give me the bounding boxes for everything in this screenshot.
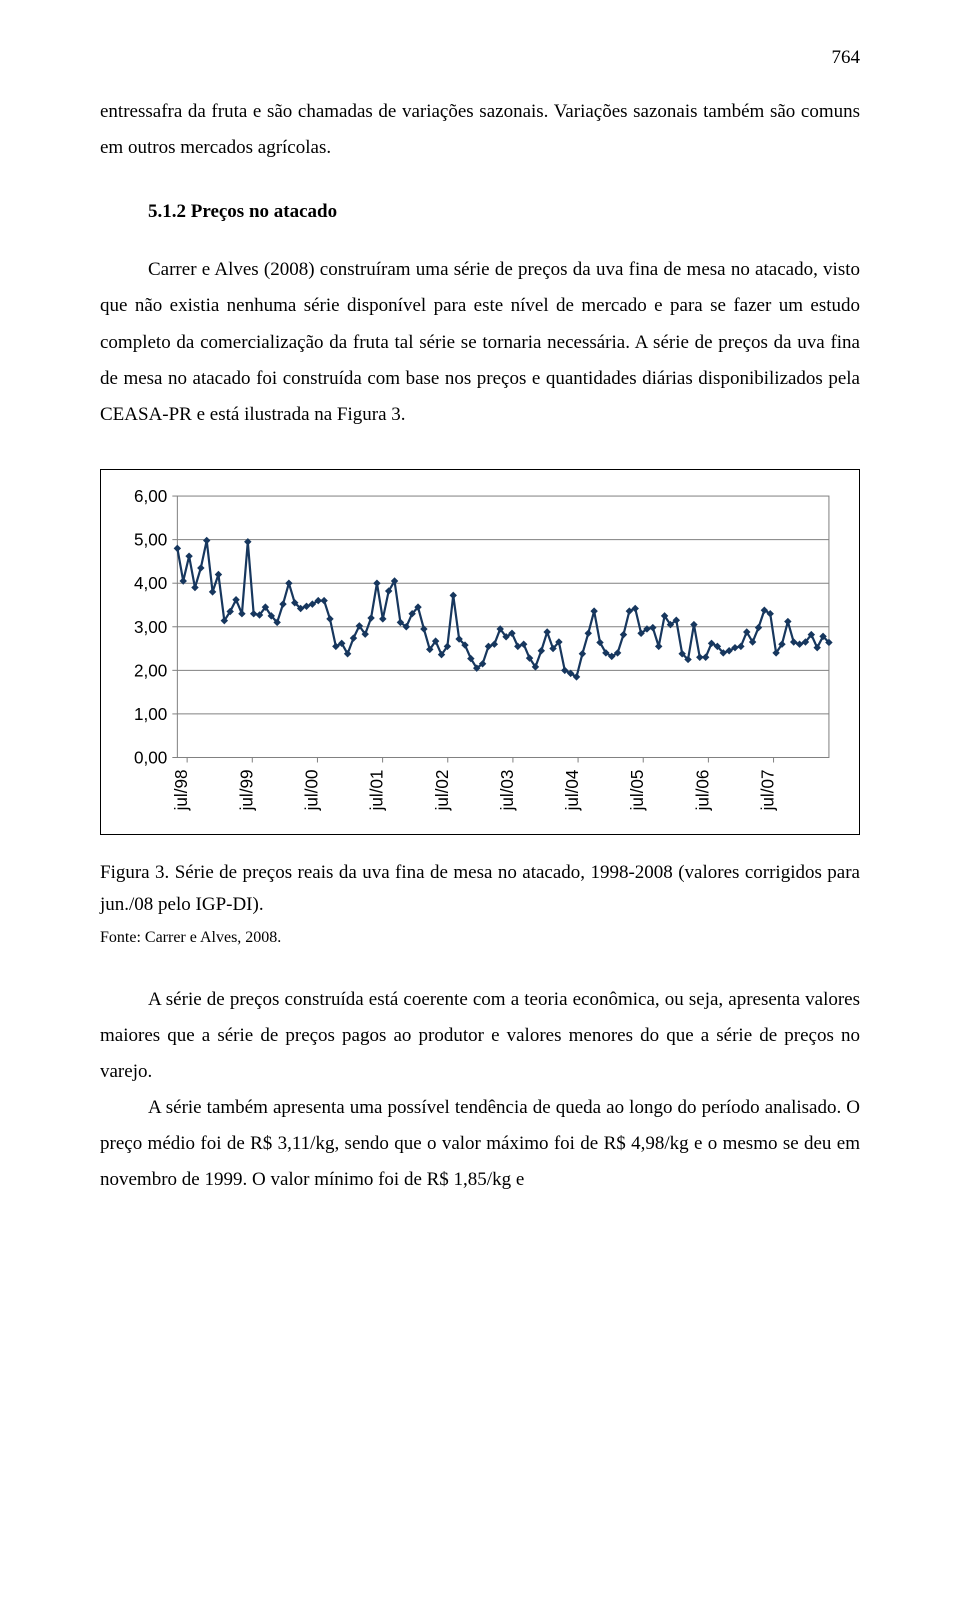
svg-text:5,00: 5,00	[134, 531, 167, 550]
svg-text:jul/02: jul/02	[433, 769, 452, 811]
svg-text:3,00: 3,00	[134, 618, 167, 637]
svg-text:jul/06: jul/06	[693, 769, 712, 811]
paragraph-2: Carrer e Alves (2008) construíram uma sé…	[100, 252, 860, 432]
svg-text:2,00: 2,00	[134, 661, 167, 680]
svg-text:jul/01: jul/01	[368, 769, 387, 811]
svg-text:6,00: 6,00	[134, 487, 167, 506]
svg-text:1,00: 1,00	[134, 705, 167, 724]
svg-text:jul/05: jul/05	[628, 769, 647, 811]
figure-caption: Figura 3. Série de preços reais da uva f…	[100, 857, 860, 922]
section-heading: 5.1.2 Preços no atacado	[100, 194, 860, 230]
paragraph-1: entressafra da fruta e são chamadas de v…	[100, 94, 860, 166]
paragraph-4: A série também apresenta uma possível te…	[100, 1090, 860, 1198]
figure-source: Fonte: Carrer e Alves, 2008.	[100, 923, 860, 953]
svg-text:jul/04: jul/04	[563, 769, 582, 811]
svg-text:jul/03: jul/03	[498, 769, 517, 811]
svg-text:0,00: 0,00	[134, 748, 167, 767]
svg-text:jul/00: jul/00	[302, 769, 321, 811]
paragraph-3: A série de preços construída está coeren…	[100, 982, 860, 1090]
page-number: 764	[100, 40, 860, 76]
svg-text:4,00: 4,00	[134, 574, 167, 593]
svg-text:jul/98: jul/98	[172, 769, 191, 811]
svg-text:jul/07: jul/07	[759, 769, 778, 811]
price-chart-container: 0,00 1,00 2,00 3,00 4,00 5,00 6,00 jul/98 jul/99…	[100, 469, 860, 835]
svg-text:jul/99: jul/99	[237, 769, 256, 811]
price-chart: 0,00 1,00 2,00 3,00 4,00 5,00 6,00 jul/98 jul/99…	[115, 486, 839, 828]
